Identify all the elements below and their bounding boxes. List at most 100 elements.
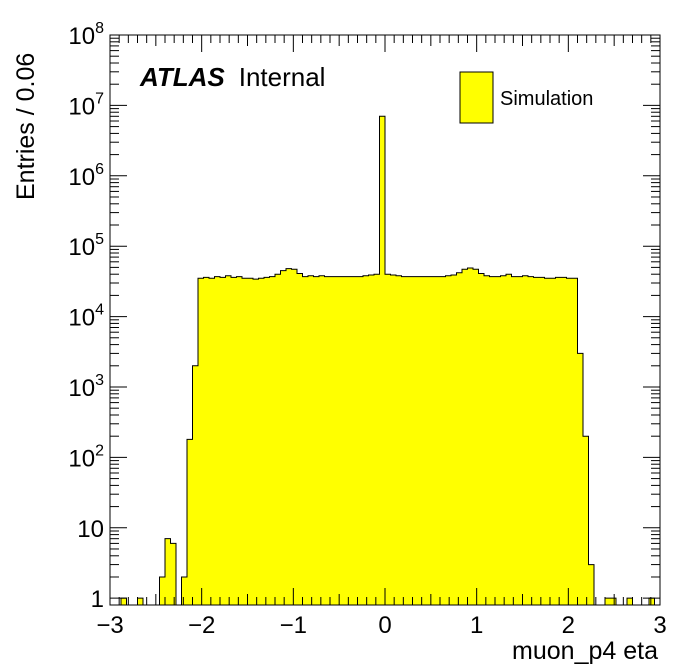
histogram-bar bbox=[247, 278, 254, 605]
plot-frame bbox=[109, 34, 661, 606]
x-tick-label: 2 bbox=[562, 612, 575, 639]
atlas-label-status: Internal bbox=[239, 62, 326, 92]
histogram-bar bbox=[511, 276, 518, 605]
histogram-bar bbox=[418, 276, 424, 605]
histogram-bar bbox=[396, 275, 402, 605]
histogram-bar bbox=[577, 353, 584, 605]
histogram-bar bbox=[473, 269, 479, 605]
y-tick-label-base: 10 bbox=[68, 305, 95, 332]
histogram-bar bbox=[561, 277, 567, 605]
histogram-bar bbox=[374, 274, 380, 605]
y-tick-label-base: 10 bbox=[77, 516, 104, 543]
histogram-bar bbox=[440, 276, 446, 605]
histogram-bar bbox=[467, 268, 474, 605]
histogram-bar bbox=[379, 116, 386, 606]
y-tick-label: 1 bbox=[91, 586, 104, 613]
y-tick-label-base: 10 bbox=[68, 234, 95, 261]
histogram-bar bbox=[401, 276, 408, 605]
x-tick-label: −2 bbox=[188, 612, 215, 639]
histogram-bar bbox=[324, 276, 331, 605]
histogram-bar bbox=[341, 276, 347, 605]
histogram-bar bbox=[264, 277, 270, 605]
y-tick-label-exponent: 5 bbox=[95, 231, 104, 248]
histogram-bar bbox=[368, 274, 375, 605]
axis-ticks bbox=[109, 34, 661, 605]
histogram-bar bbox=[275, 274, 281, 605]
y-tick-label-base: 1 bbox=[91, 586, 104, 613]
histogram-bar bbox=[159, 576, 166, 605]
histogram-bar bbox=[489, 276, 496, 605]
x-tick-label: −1 bbox=[280, 612, 307, 639]
histogram-bar bbox=[412, 276, 419, 605]
y-tick-label: 107 bbox=[68, 90, 104, 120]
histogram-bar bbox=[363, 275, 369, 605]
histogram-bar bbox=[187, 439, 193, 605]
histogram-bar bbox=[297, 273, 303, 605]
y-tick-label: 105 bbox=[68, 231, 104, 261]
histogram-bar bbox=[627, 598, 633, 605]
histogram-bar bbox=[539, 277, 545, 605]
y-tick-label-base: 10 bbox=[68, 23, 95, 50]
histogram-bar bbox=[429, 276, 435, 605]
legend-label-simulation: Simulation bbox=[500, 88, 593, 110]
histogram-bar bbox=[280, 270, 287, 605]
histogram-bar bbox=[566, 278, 573, 605]
atlas-label-bold: ATLAS bbox=[139, 62, 225, 92]
y-tick-label-exponent: 2 bbox=[95, 442, 104, 459]
histogram-bar bbox=[165, 538, 171, 605]
histogram-bar bbox=[407, 276, 413, 605]
legend: Simulation bbox=[459, 71, 593, 124]
histogram-bar bbox=[313, 276, 320, 605]
x-tick-label: 0 bbox=[378, 612, 391, 639]
histogram-bar bbox=[225, 275, 232, 605]
histogram-bar bbox=[214, 276, 221, 605]
histogram-bar bbox=[550, 278, 556, 605]
histogram-bar bbox=[500, 275, 507, 605]
histogram-bar bbox=[236, 276, 243, 605]
histogram-bar bbox=[456, 272, 463, 605]
x-axis-title: muon_p4 eta bbox=[512, 637, 658, 665]
y-tick-label-exponent: 8 bbox=[95, 20, 104, 37]
histogram-bar bbox=[385, 274, 391, 605]
histogram-bar bbox=[220, 277, 226, 605]
histogram-bar bbox=[209, 278, 215, 605]
histogram-bar bbox=[572, 278, 578, 605]
x-tick-label: 3 bbox=[653, 612, 666, 639]
histogram-bar bbox=[346, 276, 353, 605]
y-tick-label: 106 bbox=[68, 161, 104, 191]
histogram-bar bbox=[610, 598, 617, 605]
histogram-bar bbox=[302, 276, 309, 605]
histogram-bar bbox=[583, 436, 589, 605]
y-tick-label-base: 10 bbox=[68, 93, 95, 120]
legend-swatch-simulation bbox=[459, 71, 494, 124]
y-tick-label-base: 10 bbox=[68, 375, 95, 402]
y-tick-label: 108 bbox=[68, 20, 104, 50]
x-tick-label: −3 bbox=[96, 612, 123, 639]
histogram-bar bbox=[390, 274, 397, 605]
x-tick-label: 1 bbox=[470, 612, 483, 639]
y-tick-label-base: 10 bbox=[68, 164, 95, 191]
histogram-bar bbox=[137, 598, 144, 605]
histogram-bar bbox=[462, 269, 468, 605]
histogram-outline bbox=[110, 115, 660, 606]
histogram-bar bbox=[522, 275, 529, 605]
histogram-bar bbox=[544, 278, 551, 605]
histogram-bar bbox=[605, 598, 611, 605]
y-tick-label-exponent: 6 bbox=[95, 161, 104, 178]
histogram-bar bbox=[506, 274, 512, 605]
y-tick-label-exponent: 3 bbox=[95, 372, 104, 389]
histogram-bar bbox=[423, 276, 430, 605]
histogram-bar bbox=[478, 273, 485, 605]
histogram-bar bbox=[352, 276, 358, 605]
histogram-bar bbox=[269, 276, 276, 605]
histogram-bar bbox=[528, 276, 534, 605]
histogram-bar bbox=[319, 275, 325, 605]
histogram-bar bbox=[588, 564, 595, 605]
histogram-bar bbox=[203, 277, 210, 605]
histogram-bar bbox=[555, 277, 562, 605]
histogram-bar bbox=[357, 276, 364, 605]
histogram-bar bbox=[170, 543, 177, 605]
histogram-bar bbox=[291, 269, 298, 605]
histogram-bar bbox=[258, 278, 265, 605]
histogram-bar bbox=[445, 275, 452, 605]
